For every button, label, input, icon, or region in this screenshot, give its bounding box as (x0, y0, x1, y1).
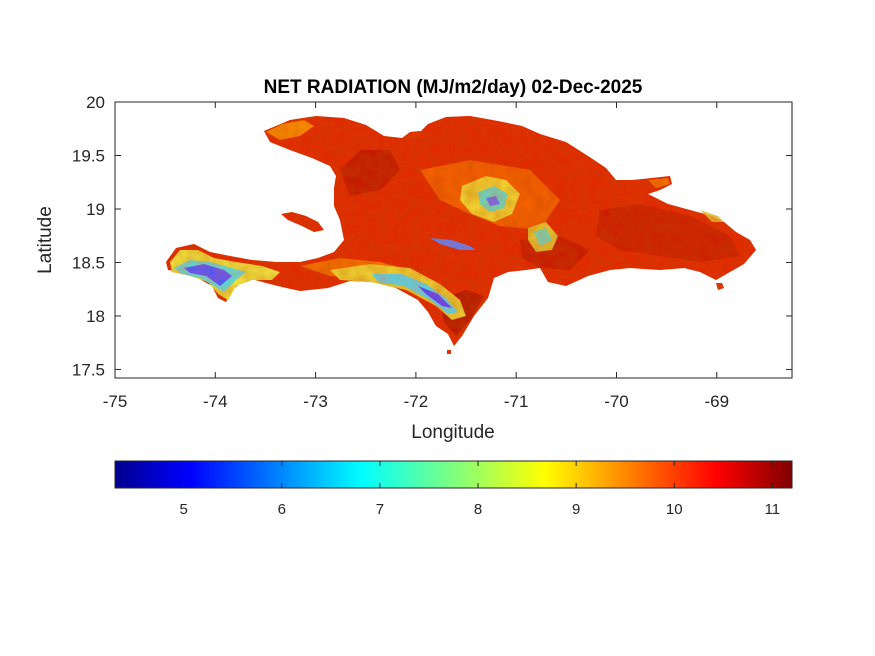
saona-islet (716, 283, 724, 290)
yellow-bahoruco-ridge (330, 264, 466, 320)
x-tick-label: -75 (103, 392, 128, 411)
x-tick-label: -73 (303, 392, 328, 411)
x-tick-label: -70 (604, 392, 629, 411)
cyan-bahoruco-ridge (372, 274, 458, 314)
colorbar (114, 460, 793, 489)
gonave-island (281, 212, 324, 232)
x-tick-label: -69 (704, 392, 729, 411)
y-axis-ticks: 17.5 18 18.5 19 19.5 20 (72, 93, 792, 379)
dark-red-east-patch (596, 204, 740, 262)
blue-bahoruco-core (418, 286, 452, 308)
beata-islet (447, 350, 451, 354)
y-tick-label: 19 (86, 200, 105, 219)
blue-central-spot (486, 196, 500, 206)
colorbar-tick-label: 10 (666, 501, 683, 518)
y-tick-label: 17.5 (72, 360, 105, 379)
map-plot-area (166, 116, 756, 354)
colorbar-tick-label: 11 (765, 501, 781, 518)
land-heatmap (166, 116, 756, 354)
map-axes-box (114, 101, 793, 379)
x-tick-label: -71 (504, 392, 529, 411)
cyan-east-highland (534, 228, 552, 246)
dark-red-north-patch (340, 150, 400, 196)
colorbar-tick-label: 6 (278, 501, 286, 518)
x-tick-label: -72 (404, 392, 429, 411)
colorbar-tick-label: 8 (474, 501, 482, 518)
yellow-east-coast (700, 210, 724, 222)
x-axis-ticks: -75 -74 -73 -72 -71 -70 -69 (103, 102, 729, 411)
orange-northwest-coast (266, 120, 314, 140)
map-title: NET RADIATION (MJ/m2/day) 02-Dec-2025 (264, 77, 643, 98)
colorbar-ticks: 5 6 7 8 9 10 11 (180, 461, 781, 518)
y-tick-label: 18.5 (72, 253, 105, 272)
y-tick-label: 20 (86, 93, 105, 112)
y-tick-label: 18 (86, 307, 105, 326)
blue-tiburon-core (184, 264, 232, 286)
x-axis-label: Longitude (411, 422, 494, 443)
orange-eastern-tip (648, 178, 670, 188)
blue-lake-strip (430, 238, 476, 250)
colorbar-tick-label: 9 (572, 501, 580, 518)
colorbar-tick-label: 7 (376, 501, 384, 518)
tortuga-islet (402, 131, 424, 140)
y-tick-label: 19.5 (72, 146, 105, 165)
x-tick-label: -74 (203, 392, 228, 411)
hispaniola-mainland (166, 116, 756, 346)
colorbar-tick-label: 5 (180, 501, 188, 518)
y-axis-label: Latitude (35, 206, 56, 274)
